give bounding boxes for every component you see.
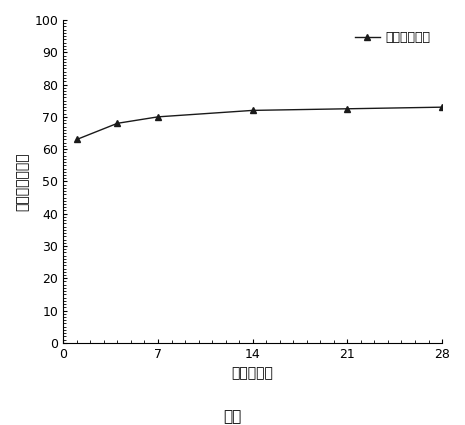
製剤番号１０	[439, 105, 445, 110]
Line: 製剤番号１０: 製剤番号１０	[73, 104, 445, 143]
Text: 図８: 図８	[223, 409, 242, 424]
Legend: 製剤番号１０: 製剤番号１０	[350, 26, 436, 49]
製剤番号１０	[155, 114, 161, 119]
製剤番号１０	[114, 121, 120, 126]
製剤番号１０	[345, 106, 350, 111]
Y-axis label: 累積放出（％）: 累積放出（％）	[15, 152, 29, 211]
製剤番号１０	[250, 108, 255, 113]
X-axis label: 時間（日）: 時間（日）	[232, 366, 273, 380]
製剤番号１０	[74, 137, 80, 142]
